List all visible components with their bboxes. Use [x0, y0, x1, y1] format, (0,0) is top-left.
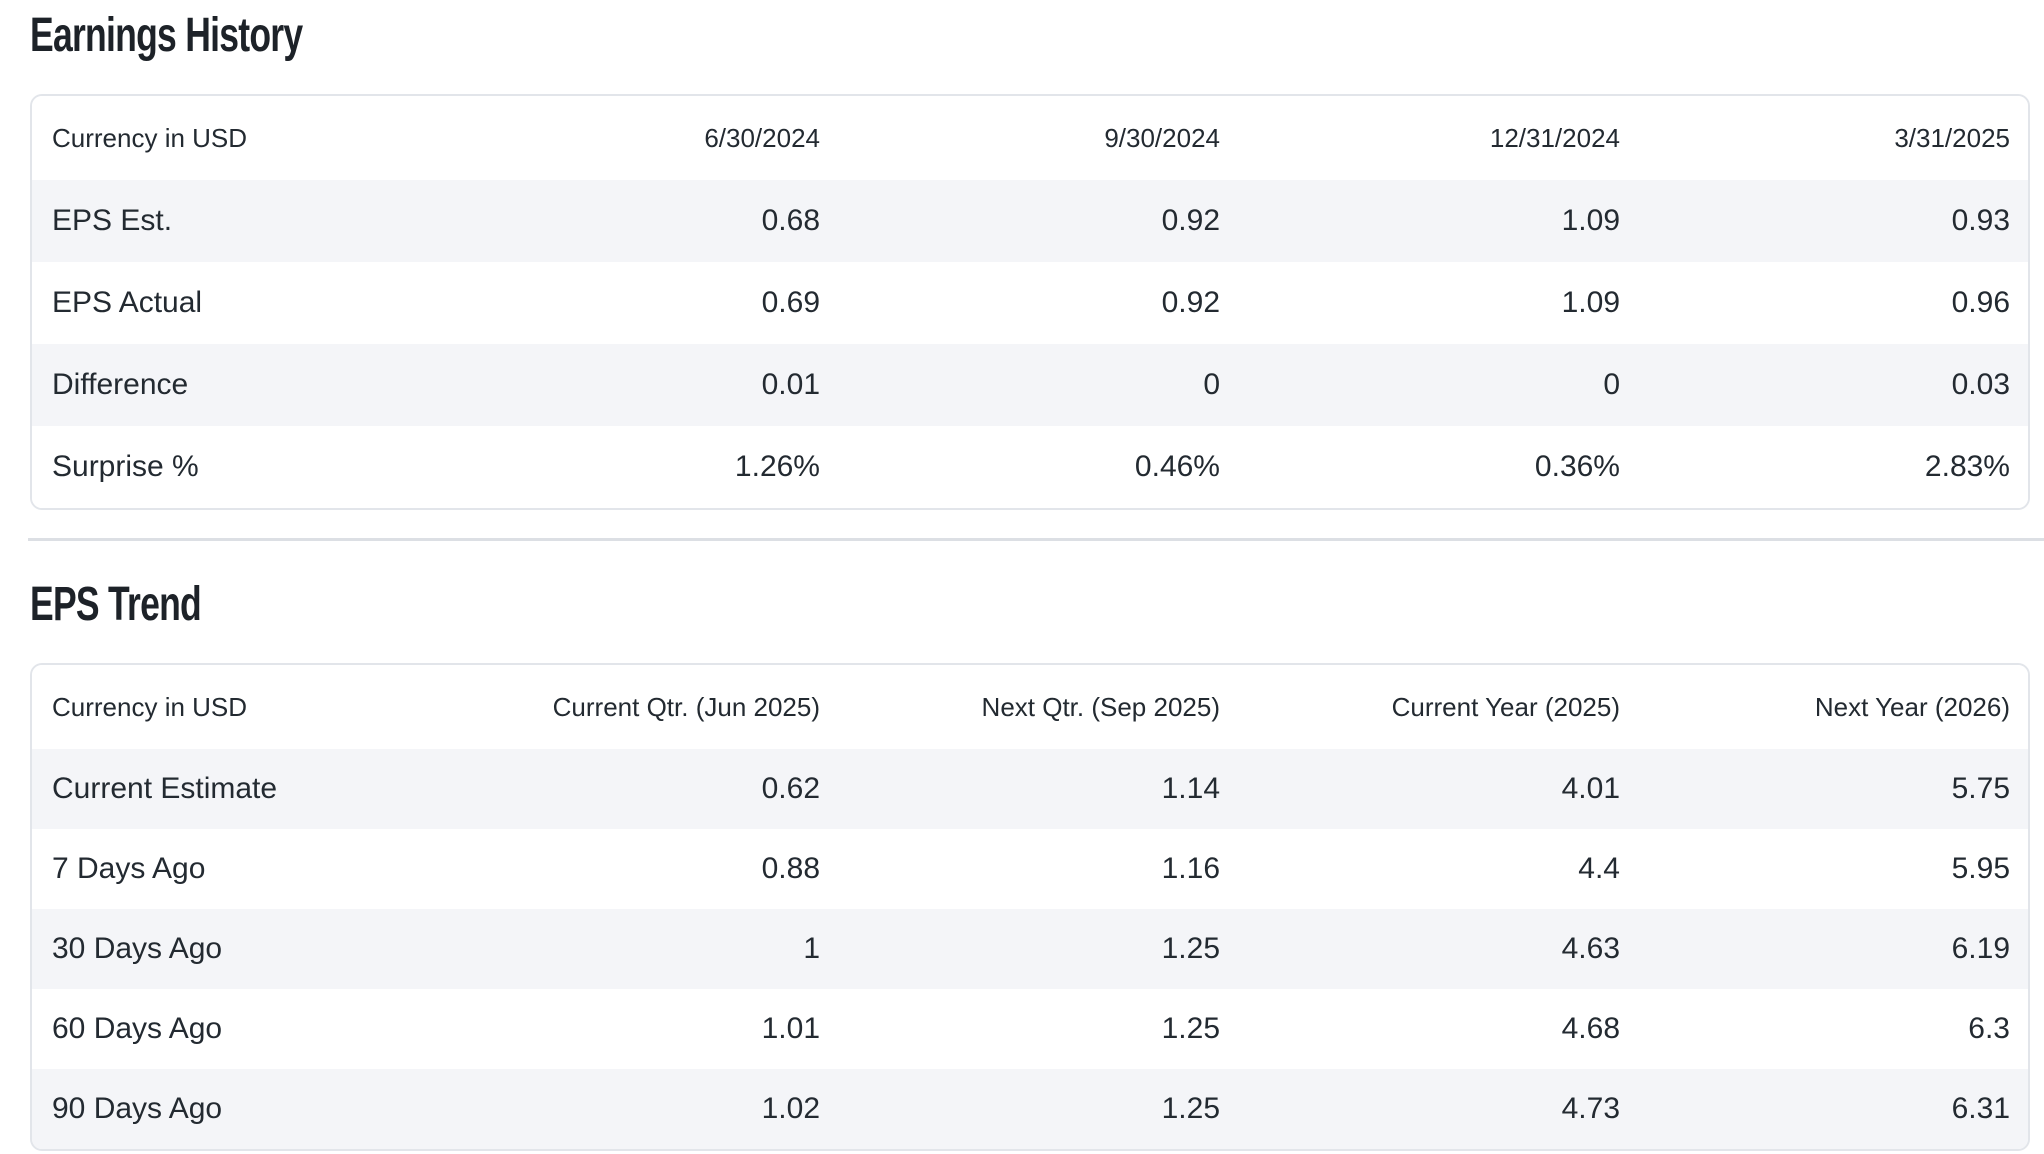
cell-value: 1.09	[1561, 204, 1620, 237]
section-eps-trend: EPS Trend Currency in USD Current Qtr. (…	[30, 577, 2030, 1151]
row-label: EPS Est.	[52, 204, 173, 237]
column-header: Current Qtr. (Jun 2025)	[552, 691, 820, 722]
cell-value: 4.01	[1561, 772, 1620, 805]
column-header: 3/31/2025	[1894, 122, 2010, 153]
cell-value: 0.62	[761, 772, 820, 805]
table-row: Current Estimate 0.62 1.14 4.01 5.75	[32, 749, 2028, 829]
earnings-history-table: Currency in USD 6/30/2024 9/30/2024 12/3…	[32, 96, 2028, 508]
cell-value: 0.88	[761, 852, 820, 885]
eps-trend-title: EPS Trend	[30, 577, 2030, 633]
cell-value: 0	[1203, 368, 1220, 401]
cell-value: 0.01	[761, 368, 820, 401]
table-row: 30 Days Ago 1 1.25 4.63 6.19	[32, 909, 2028, 989]
cell-value: 0.96	[1951, 286, 2010, 319]
cell-value: 0	[1603, 368, 1620, 401]
eps-trend-title-text: EPS Trend	[30, 578, 202, 631]
column-header: 9/30/2024	[1104, 122, 1220, 153]
cell-value: 0.36%	[1534, 450, 1620, 483]
table-row: Difference 0.01 0 0 0.03	[32, 344, 2028, 426]
row-label: 60 Days Ago	[52, 1012, 223, 1045]
table-header-row: Currency in USD 6/30/2024 9/30/2024 12/3…	[32, 96, 2028, 180]
column-header: Next Year (2026)	[1814, 691, 2010, 722]
cell-value: 0.68	[761, 204, 820, 237]
currency-label: Currency in USD	[52, 122, 248, 153]
column-header: 12/31/2024	[1489, 122, 1620, 153]
row-label: Difference	[52, 368, 189, 401]
column-header: Current Year (2025)	[1391, 691, 1620, 722]
earnings-history-title: Earnings History	[30, 8, 2030, 64]
cell-value: 1.09	[1561, 286, 1620, 319]
eps-trend-table: Currency in USD Current Qtr. (Jun 2025) …	[32, 665, 2028, 1149]
cell-value: 1.25	[1161, 932, 1220, 965]
cell-value: 4.73	[1561, 1092, 1620, 1125]
row-label: 7 Days Ago	[52, 852, 206, 885]
earnings-history-card: Currency in USD 6/30/2024 9/30/2024 12/3…	[30, 94, 2030, 510]
row-label: Surprise %	[52, 450, 199, 483]
cell-value: 4.63	[1561, 932, 1620, 965]
cell-value: 1.14	[1161, 772, 1220, 805]
row-label: EPS Actual	[52, 286, 203, 319]
cell-value: 1.26%	[734, 450, 820, 483]
cell-value: 0.46%	[1134, 450, 1220, 483]
section-divider	[28, 538, 2044, 541]
cell-value: 5.95	[1951, 852, 2010, 885]
cell-value: 1.25	[1161, 1012, 1220, 1045]
table-row: 90 Days Ago 1.02 1.25 4.73 6.31	[32, 1069, 2028, 1149]
row-label: 90 Days Ago	[52, 1092, 223, 1125]
table-row: 60 Days Ago 1.01 1.25 4.68 6.3	[32, 989, 2028, 1069]
cell-value: 1.01	[761, 1012, 820, 1045]
cell-value: 4.68	[1561, 1012, 1620, 1045]
currency-label: Currency in USD	[52, 691, 248, 722]
cell-value: 1	[803, 932, 820, 965]
cell-value: 1.16	[1161, 852, 1220, 885]
table-row: 7 Days Ago 0.88 1.16 4.4 5.95	[32, 829, 2028, 909]
table-header-row: Currency in USD Current Qtr. (Jun 2025) …	[32, 665, 2028, 749]
cell-value: 6.3	[1968, 1012, 2010, 1045]
row-label: Current Estimate	[52, 772, 278, 805]
cell-value: 1.25	[1161, 1092, 1220, 1125]
column-header: Next Qtr. (Sep 2025)	[981, 691, 1220, 722]
cell-value: 4.4	[1578, 852, 1620, 885]
cell-value: 0.93	[1951, 204, 2010, 237]
cell-value: 0.69	[761, 286, 820, 319]
cell-value: 6.31	[1951, 1092, 2010, 1125]
table-row: Surprise % 1.26% 0.46% 0.36% 2.83%	[32, 426, 2028, 508]
column-header: 6/30/2024	[704, 122, 820, 153]
earnings-history-title-text: Earnings History	[30, 9, 303, 62]
cell-value: 6.19	[1951, 932, 2010, 965]
cell-value: 0.92	[1161, 286, 1220, 319]
table-row: EPS Actual 0.69 0.92 1.09 0.96	[32, 262, 2028, 344]
cell-value: 2.83%	[1924, 450, 2010, 483]
cell-value: 5.75	[1951, 772, 2010, 805]
cell-value: 1.02	[761, 1092, 820, 1125]
section-earnings-history: Earnings History Currency in USD 6/30/20…	[30, 8, 2030, 510]
eps-trend-card: Currency in USD Current Qtr. (Jun 2025) …	[30, 663, 2030, 1151]
row-label: 30 Days Ago	[52, 932, 223, 965]
table-row: EPS Est. 0.68 0.92 1.09 0.93	[32, 180, 2028, 262]
cell-value: 0.92	[1161, 204, 1220, 237]
cell-value: 0.03	[1951, 368, 2010, 401]
